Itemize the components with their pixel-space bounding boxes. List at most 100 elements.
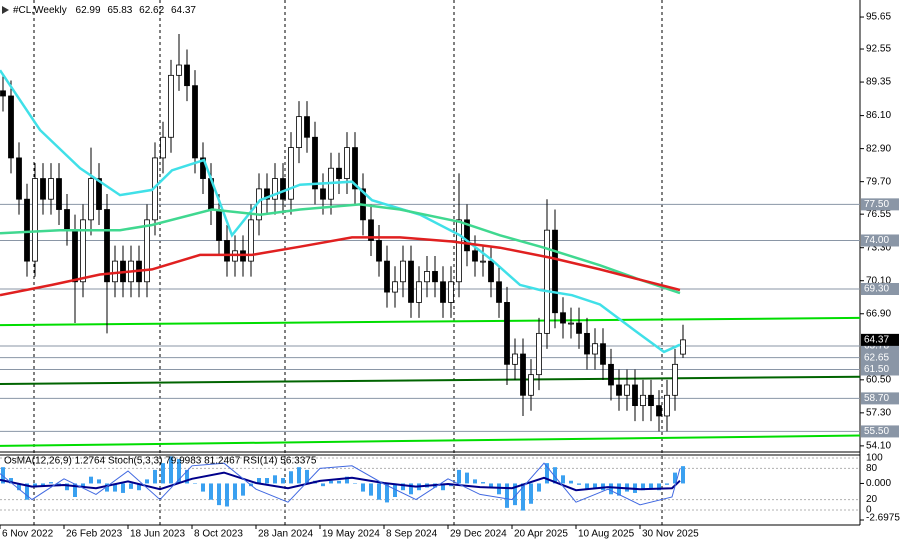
symbol-icon bbox=[2, 6, 9, 14]
y-tick-label: 70.10 bbox=[866, 275, 891, 286]
osma-bar bbox=[329, 480, 333, 484]
y-tick-label: 79.70 bbox=[866, 176, 891, 187]
candle-body bbox=[224, 240, 230, 262]
osma-bar bbox=[545, 463, 549, 484]
osma-bar bbox=[73, 483, 77, 498]
candle-body bbox=[536, 332, 542, 376]
level-label: 69.30 bbox=[864, 284, 889, 295]
level-label: 77.50 bbox=[864, 199, 889, 210]
osma-bar bbox=[217, 483, 221, 506]
trendline bbox=[0, 434, 861, 447]
osma-bar bbox=[297, 467, 301, 484]
osma-bar bbox=[529, 483, 533, 504]
osma-bar bbox=[129, 483, 133, 489]
osma-bar bbox=[465, 472, 469, 484]
candle-body bbox=[648, 394, 654, 407]
osma-bar bbox=[489, 483, 493, 488]
quote-close: 64.37 bbox=[171, 5, 196, 16]
osma-bar bbox=[665, 483, 669, 485]
candle-body bbox=[0, 90, 6, 97]
candle-body bbox=[288, 147, 294, 200]
moving-average bbox=[0, 236, 681, 297]
x-tick-label: 10 Aug 2025 bbox=[578, 529, 635, 540]
level-label-bg bbox=[861, 198, 899, 211]
y2-tick-label: 20 bbox=[866, 494, 878, 505]
osma-bar bbox=[457, 469, 461, 484]
candle-body bbox=[160, 136, 166, 159]
y-tick-label: 60.50 bbox=[866, 374, 891, 385]
candle-body bbox=[296, 116, 302, 148]
candle-body bbox=[432, 271, 438, 283]
y-tick-label: 86.10 bbox=[866, 110, 891, 121]
y-tick-label: 66.90 bbox=[866, 308, 891, 319]
osma-bar bbox=[201, 483, 205, 492]
candle-body bbox=[216, 209, 222, 241]
osma-bar bbox=[481, 482, 485, 484]
candle-body bbox=[64, 209, 70, 231]
osma-bar bbox=[105, 483, 109, 492]
candle-body bbox=[16, 157, 22, 200]
osma-bar bbox=[577, 483, 581, 485]
osma-bar bbox=[41, 483, 45, 487]
osma-bar bbox=[505, 483, 509, 508]
osma-bar bbox=[225, 483, 229, 507]
candle-body bbox=[512, 353, 518, 365]
level-label-bg bbox=[861, 282, 899, 295]
osma-bar bbox=[65, 483, 69, 491]
candle-body bbox=[24, 198, 30, 262]
osma-bar bbox=[681, 466, 685, 484]
x-tick-label: 8 Sep 2024 bbox=[386, 529, 438, 540]
candle-body bbox=[272, 178, 278, 200]
osma-bar bbox=[273, 475, 277, 484]
candle-body bbox=[480, 260, 486, 263]
candle-body bbox=[280, 178, 286, 200]
candle-body bbox=[400, 260, 406, 283]
candle-body bbox=[96, 178, 102, 210]
osma-bar bbox=[337, 480, 341, 484]
candle-body bbox=[632, 384, 638, 407]
osma-bar bbox=[89, 476, 93, 484]
candle-body bbox=[584, 332, 590, 355]
candle-body bbox=[368, 219, 374, 241]
moving-average bbox=[0, 69, 681, 354]
level-label: 63.78 bbox=[864, 341, 889, 352]
candle-body bbox=[8, 95, 14, 159]
last-price-bg bbox=[861, 333, 899, 346]
osma-bar bbox=[49, 482, 53, 484]
y2-tick-label: 80 bbox=[866, 463, 878, 474]
y-tick-label: 54.10 bbox=[866, 441, 891, 452]
candle-body bbox=[568, 322, 574, 325]
osma-bar bbox=[233, 483, 237, 500]
candle-body bbox=[376, 240, 382, 262]
osma-bar bbox=[385, 483, 389, 503]
candle-body bbox=[664, 394, 670, 417]
osma-bar bbox=[97, 479, 101, 484]
candle-body bbox=[32, 178, 38, 262]
candle-body bbox=[440, 281, 446, 303]
osma-bar bbox=[353, 483, 357, 484]
candle-body bbox=[176, 64, 182, 76]
y-tick-label: 89.35 bbox=[866, 77, 891, 88]
candle-body bbox=[600, 343, 606, 365]
osma-bar bbox=[441, 483, 445, 491]
osma-bar bbox=[25, 483, 29, 500]
osma-bar bbox=[81, 483, 85, 488]
candle-body bbox=[192, 85, 198, 159]
candle-body bbox=[640, 394, 646, 407]
candle-body bbox=[72, 229, 78, 283]
y2-tick-label: 0 bbox=[866, 505, 872, 516]
osma-bar bbox=[569, 480, 573, 484]
candle-body bbox=[656, 405, 662, 417]
candle-body bbox=[184, 64, 190, 87]
osma-bar bbox=[145, 479, 149, 484]
candle-body bbox=[384, 260, 390, 293]
candle-body bbox=[464, 219, 470, 252]
candle-body bbox=[56, 178, 62, 210]
candle-body bbox=[496, 281, 502, 303]
osma-bar bbox=[377, 483, 381, 500]
osma-bar bbox=[345, 476, 349, 484]
candle-body bbox=[680, 339, 686, 355]
candle-body bbox=[320, 188, 326, 200]
